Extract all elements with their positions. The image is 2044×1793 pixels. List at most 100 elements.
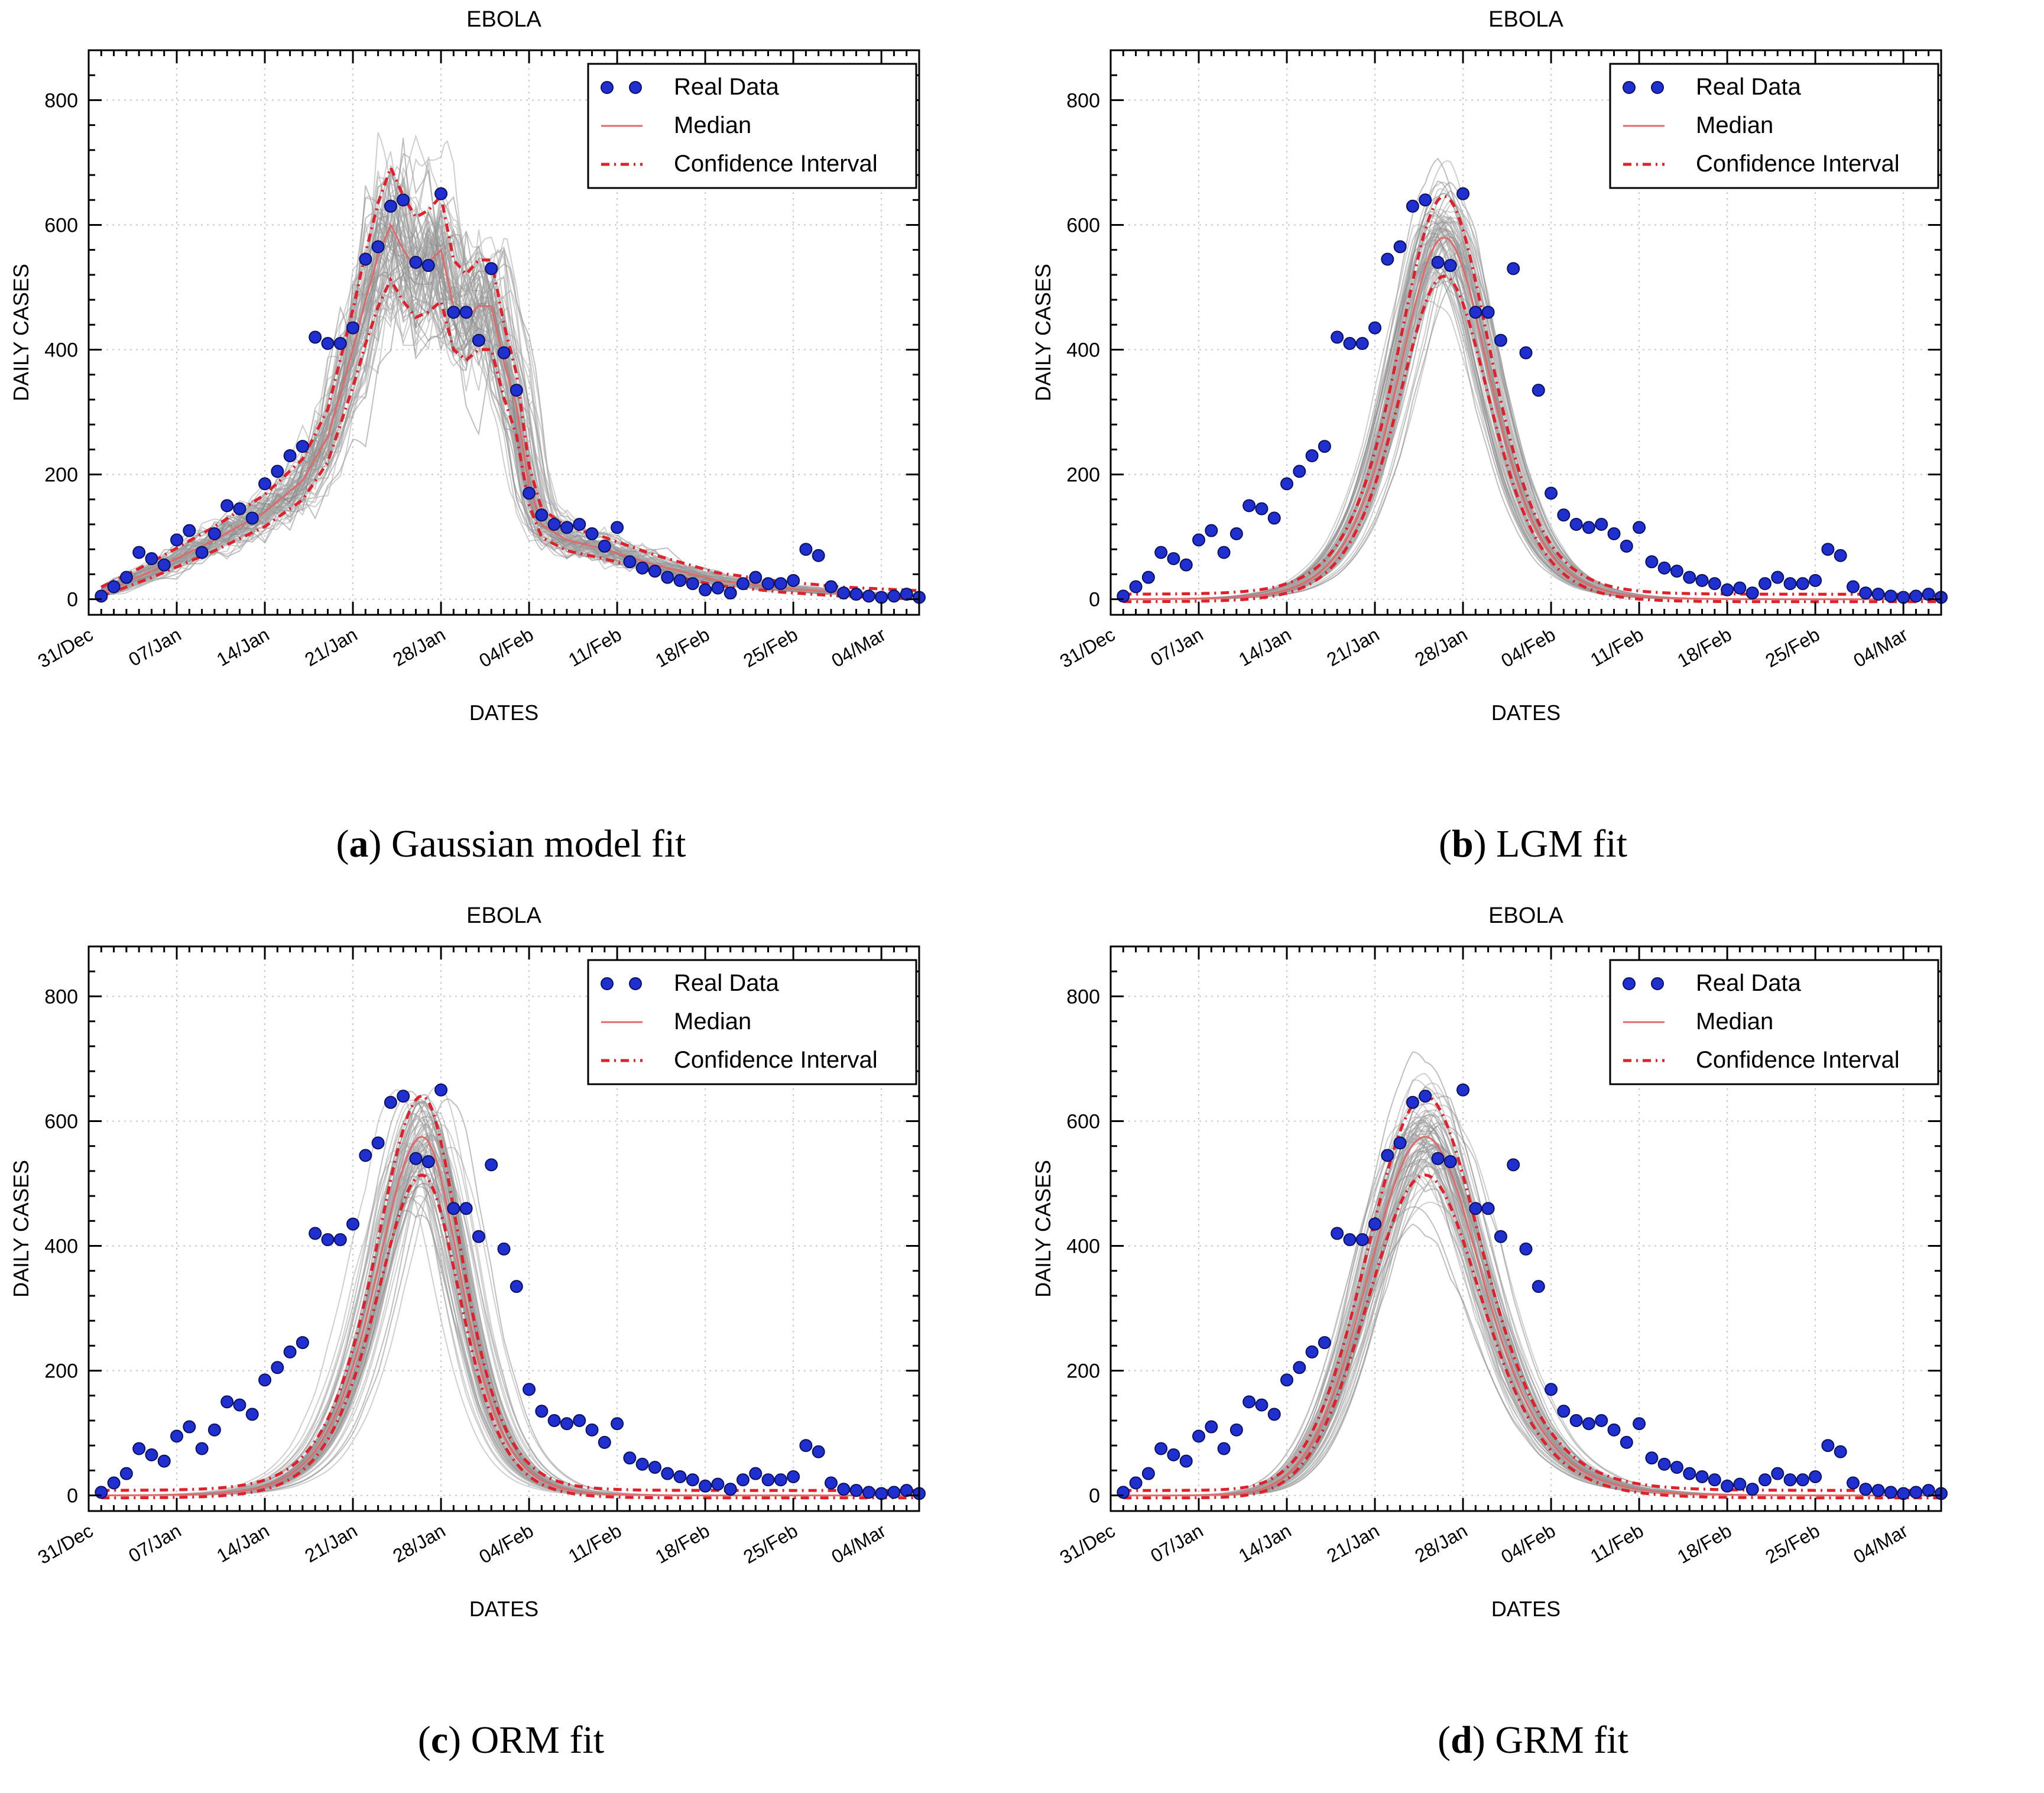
y-tick-label: 800 xyxy=(1066,985,1100,1008)
data-point xyxy=(1192,1429,1206,1443)
data-point xyxy=(1154,1442,1168,1455)
ensemble-curve xyxy=(1123,1109,1941,1496)
median-line xyxy=(1123,1136,1941,1497)
data-point xyxy=(371,240,385,254)
legend-entry: Median xyxy=(674,112,751,138)
data-point xyxy=(1267,511,1281,525)
data-point xyxy=(220,499,234,513)
data-point xyxy=(1267,1408,1281,1421)
x-tick-label: 21/Jan xyxy=(1323,624,1383,670)
caption-text: LGM fit xyxy=(1496,822,1627,865)
ensemble-curve xyxy=(1123,1180,1941,1496)
ci-upper-line xyxy=(101,1094,919,1492)
data-point xyxy=(1633,521,1646,534)
chart-c: EBOLA 0 200 400 600 800 31/Dec 07/Jan 14/Jan 21/J… xyxy=(9,903,926,1621)
data-point xyxy=(409,255,423,269)
legend-box xyxy=(1609,959,1939,1085)
x-tick-label: 28/Jan xyxy=(1411,1520,1471,1567)
caption-c: (c) ORM fit xyxy=(417,1719,605,1762)
data-point xyxy=(1507,1158,1520,1172)
caption-a: (a) Gaussian model fit xyxy=(336,822,686,865)
data-point xyxy=(1205,1420,1218,1434)
data-point xyxy=(157,558,171,572)
data-point xyxy=(1859,586,1873,600)
data-point xyxy=(296,440,309,453)
data-point xyxy=(523,487,536,500)
legend-box xyxy=(587,63,917,189)
x-tick-label: 18/Feb xyxy=(651,1520,713,1568)
data-point xyxy=(623,1451,637,1465)
y-tick-label: 600 xyxy=(1066,214,1100,236)
confidence-interval xyxy=(1123,194,1941,604)
data-point xyxy=(1922,588,1935,601)
data-point xyxy=(1331,330,1344,344)
data-point xyxy=(1545,487,1558,500)
data-point xyxy=(497,346,511,359)
data-point xyxy=(812,549,825,562)
data-point xyxy=(1569,517,1583,531)
data-point xyxy=(523,1383,536,1396)
x-tick-label: 04/Feb xyxy=(475,624,537,672)
x-tick-label: 07/Jan xyxy=(1147,1520,1206,1567)
x-tick-label: 18/Feb xyxy=(1673,624,1735,672)
data-point xyxy=(1745,1483,1759,1496)
data-point xyxy=(686,1473,699,1487)
legend: Real Data Median Confidence Interval xyxy=(587,959,917,1085)
data-point xyxy=(648,565,661,578)
data-point xyxy=(107,580,121,594)
data-point xyxy=(245,511,259,525)
data-point xyxy=(900,588,913,601)
legend-entry: Confidence Interval xyxy=(674,151,878,177)
ensemble-curve xyxy=(101,1153,919,1496)
data-point xyxy=(837,1483,851,1496)
x-tick-label: 14/Jan xyxy=(213,1520,272,1567)
caption-label: c xyxy=(430,1719,449,1762)
data-point xyxy=(598,1435,611,1449)
confidence-interval xyxy=(1123,1094,1941,1500)
data-point xyxy=(1657,561,1671,575)
chart-title: EBOLA xyxy=(1488,7,1563,32)
data-point xyxy=(472,1230,485,1243)
ensemble-curve xyxy=(1123,1179,1941,1496)
data-point xyxy=(258,477,272,491)
data-point xyxy=(1318,1336,1331,1350)
legend-marker-real-data xyxy=(629,977,642,990)
x-tick-label: 25/Feb xyxy=(1761,624,1823,672)
data-point xyxy=(1205,524,1218,537)
data-point xyxy=(849,588,863,601)
ensemble-curve xyxy=(1123,1150,1941,1496)
data-point xyxy=(1129,580,1143,594)
data-point xyxy=(1595,1413,1608,1427)
data-point xyxy=(1695,573,1709,587)
data-point xyxy=(723,1483,737,1496)
real-data-points xyxy=(95,1083,926,1500)
data-point xyxy=(699,1479,712,1493)
data-point xyxy=(1179,558,1193,572)
data-point xyxy=(1229,527,1243,540)
ci-lower-line xyxy=(101,1173,919,1500)
data-point xyxy=(397,193,410,207)
data-point xyxy=(862,1486,875,1499)
y-axis-label: DAILY CASES xyxy=(1031,264,1055,401)
legend-marker-real-data xyxy=(1651,977,1664,990)
data-point xyxy=(547,517,561,531)
ensemble-curve xyxy=(1123,1133,1941,1496)
data-point xyxy=(1532,384,1545,397)
data-point xyxy=(1733,581,1747,595)
data-point xyxy=(271,1361,284,1374)
legend-entry: Real Data xyxy=(1696,74,1802,100)
x-tick-label: 04/Mar xyxy=(1850,1520,1912,1568)
data-point xyxy=(1607,1423,1621,1437)
x-tick-label: 28/Jan xyxy=(389,624,449,670)
data-point xyxy=(95,589,108,603)
y-tick-label: 0 xyxy=(1089,1485,1100,1507)
x-tick-label: 11/Feb xyxy=(564,624,625,671)
data-point xyxy=(1657,1457,1671,1471)
data-point xyxy=(119,1467,133,1480)
data-point xyxy=(195,1442,209,1455)
data-point xyxy=(623,555,637,569)
data-point xyxy=(1683,570,1696,584)
ensemble-curves xyxy=(101,1085,919,1496)
legend-entry: Real Data xyxy=(674,74,780,100)
x-tick-label: 07/Jan xyxy=(125,1520,184,1567)
